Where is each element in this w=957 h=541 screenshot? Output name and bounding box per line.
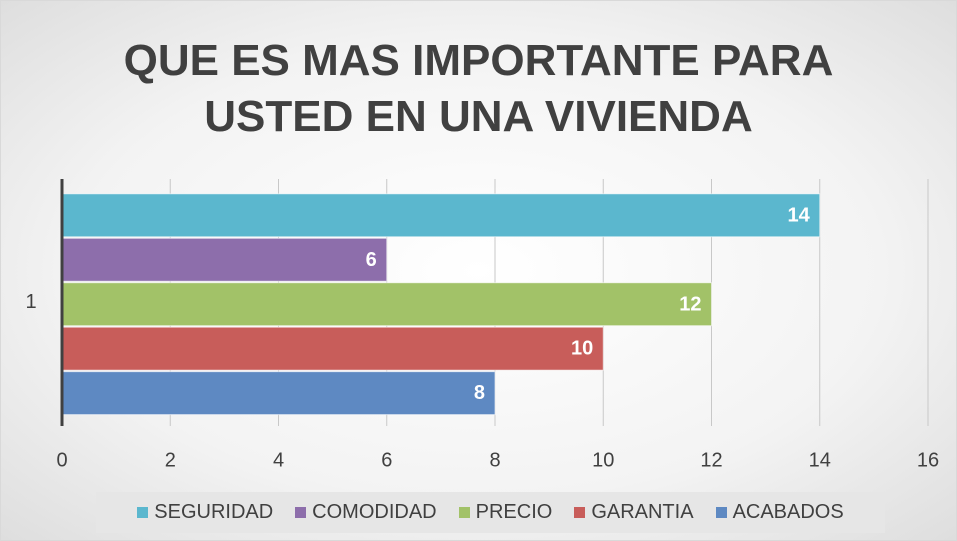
legend-label: GARANTIA [591,501,694,523]
legend: SEGURIDAD COMODIDAD PRECIO GARANTIA ACABADOS [96,492,885,533]
x-tick-label: 10 [592,449,614,471]
x-tick-label: 12 [700,449,722,471]
x-tick-label: 2 [165,449,176,471]
legend-swatch [715,507,727,518]
legend-item: PRECIO [458,501,553,524]
legend-label: ACABADOS [732,501,844,523]
data-label: 10 [571,338,593,360]
legend-label: SEGURIDAD [154,501,274,523]
legend-item: ACABADOS [715,501,844,524]
data-label: 12 [679,293,701,315]
x-tick-label: 4 [273,449,284,471]
data-label: 6 [366,249,377,271]
legend-swatch [295,507,307,518]
legend-item: SEGURIDAD [137,501,273,524]
legend-label: PRECIO [475,501,553,523]
y-tick-label: 1 [25,291,36,313]
legend-label: COMODIDAD [312,501,437,523]
x-tick-label: 16 [917,449,939,471]
bar [61,326,604,371]
bar [61,237,388,282]
legend-swatch [458,507,470,518]
legend-swatch [574,507,586,518]
x-tick-label: 6 [381,449,392,471]
chart-title: QUE ES MAS IMPORTANTE PARA USTED EN UNA … [123,36,834,141]
data-label: 8 [474,382,485,404]
bar [61,282,712,327]
bar [61,371,496,416]
x-tick-label: 14 [809,449,831,471]
legend-item: GARANTIA [574,501,694,524]
legend-item: COMODIDAD [295,501,437,524]
bar [61,193,821,238]
legend-swatch [137,507,149,518]
x-tick-label: 8 [489,449,500,471]
data-label: 14 [788,204,811,226]
x-tick-label: 0 [56,449,67,471]
